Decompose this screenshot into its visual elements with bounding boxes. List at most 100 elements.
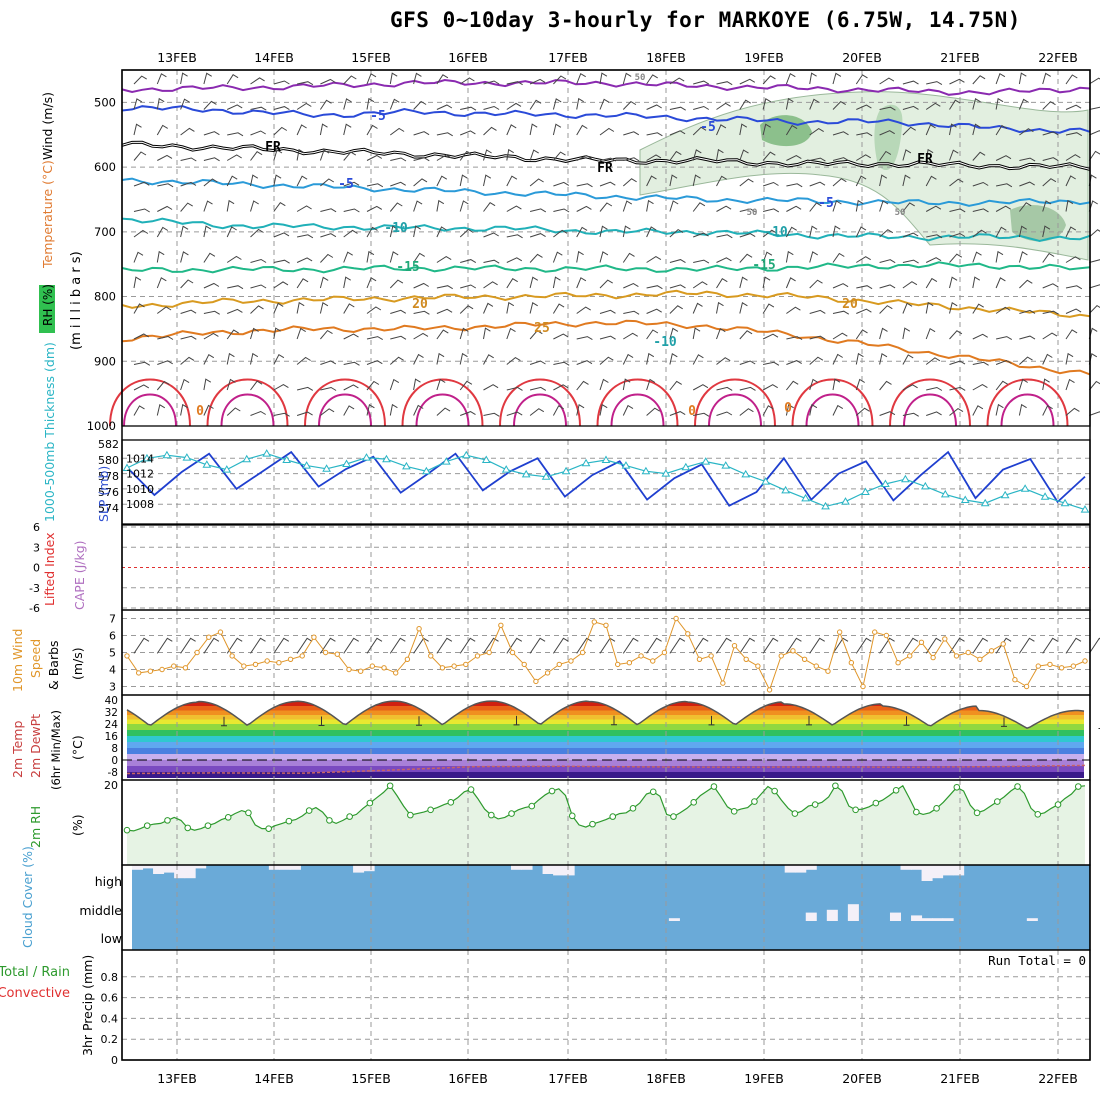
wind-barb — [273, 412, 290, 417]
wind-speed-marker — [357, 668, 364, 674]
surface-wind-barb — [319, 637, 336, 654]
rh-marker — [386, 782, 394, 790]
wind-barb — [483, 412, 500, 417]
surface-wind-barb — [855, 637, 872, 654]
wind-barb — [227, 285, 244, 290]
wind-barb — [390, 157, 407, 162]
wind-speed-marker — [591, 619, 598, 625]
wind-speed-tick: 7 — [109, 613, 116, 626]
wind-barb — [460, 106, 477, 111]
wind-speed-marker — [801, 656, 808, 662]
thickness-marker — [940, 489, 950, 498]
date-label-top: 22FEB — [1038, 50, 1078, 65]
rh-marker — [488, 811, 495, 819]
wind-barb — [529, 178, 544, 187]
wind-barb — [1089, 106, 1100, 110]
wind-barb — [669, 106, 686, 111]
slp-line — [126, 450, 1086, 507]
wind-barb — [855, 329, 868, 340]
wind-barb — [156, 277, 167, 289]
wind-barb — [809, 98, 820, 110]
rh-marker — [649, 788, 657, 796]
wind-barb — [366, 183, 384, 188]
wind-barb — [157, 360, 173, 365]
wind-barb — [483, 302, 494, 314]
wind-barb — [879, 77, 895, 85]
wind-barb — [343, 361, 360, 366]
temp-color-band — [127, 730, 1084, 736]
wind-barb — [925, 357, 941, 365]
wind-barb — [273, 384, 289, 391]
wind-barb — [156, 250, 165, 263]
wind-barb — [320, 178, 335, 187]
wind-barb — [995, 226, 1007, 238]
wind-barb — [716, 357, 731, 365]
wind-barb — [296, 124, 307, 136]
thickness-marker — [960, 495, 970, 503]
wind-barb — [1042, 404, 1053, 416]
wind-barb — [343, 384, 359, 391]
thickness-marker — [1080, 505, 1090, 513]
wind-speed-marker — [1082, 658, 1088, 664]
wind-barb — [320, 78, 336, 85]
wind-speed-marker — [930, 654, 936, 661]
wind-barb — [436, 154, 452, 161]
wind-barb — [762, 384, 778, 391]
wind-barb — [599, 356, 614, 365]
wind-barb — [180, 403, 188, 416]
wind-barb — [879, 327, 888, 340]
temp-tick: 24 — [105, 719, 119, 731]
wind-barb — [273, 126, 288, 136]
wind-barb — [832, 310, 850, 315]
wind-barb — [762, 405, 774, 416]
wind-barb — [273, 232, 290, 238]
wind-barb — [926, 81, 943, 86]
wind-barb — [739, 276, 748, 289]
wind-barb — [693, 259, 710, 264]
wind-barb — [133, 361, 151, 366]
wind-barb — [599, 309, 616, 314]
wind-barb — [669, 130, 686, 136]
ylabel-rh2m: (%) — [70, 814, 85, 836]
rh-moist-core — [1010, 205, 1066, 242]
rh-marker — [184, 824, 192, 832]
rh-marker — [953, 783, 961, 791]
wind-speed-marker — [813, 663, 819, 669]
wind-barb — [343, 151, 357, 161]
wind-barb — [296, 386, 314, 391]
wind-barb — [739, 360, 756, 365]
wind-barb — [786, 205, 802, 212]
thickness-marker — [920, 481, 930, 490]
wind-barb — [785, 124, 798, 136]
wind-speed-tick: 5 — [109, 647, 116, 660]
wind-barb — [739, 123, 748, 136]
pressure-tick: 600 — [94, 160, 116, 174]
wind-barb — [319, 99, 332, 110]
surface-wind-barb — [785, 637, 802, 654]
wind-barb — [576, 336, 593, 341]
wind-barb — [599, 378, 609, 391]
wind-barb — [320, 208, 337, 213]
thickness-marker — [841, 497, 850, 505]
wind-speed-marker — [544, 670, 551, 676]
wind-barb — [599, 279, 613, 289]
wind-barb — [319, 123, 328, 136]
wind-barb — [366, 380, 380, 391]
wind-barb — [856, 104, 872, 110]
wind-barb — [133, 151, 147, 161]
wind-barb — [133, 181, 150, 187]
surface-heating-contour — [109, 378, 191, 427]
wind-speed-marker — [428, 653, 434, 659]
wind-barb — [250, 410, 266, 416]
cloud-clear-high — [163, 865, 175, 873]
cloud-clear-high — [784, 865, 796, 873]
wind-barb — [1042, 378, 1050, 391]
wind-speed-marker — [135, 670, 142, 676]
wind-barb — [133, 333, 150, 340]
wind-barb — [856, 132, 873, 137]
wind-barb — [576, 155, 592, 161]
contour-label: -5 — [370, 109, 386, 124]
temp-color-band — [127, 701, 1084, 702]
wind-barb — [949, 330, 963, 340]
wind-barb — [157, 335, 174, 340]
